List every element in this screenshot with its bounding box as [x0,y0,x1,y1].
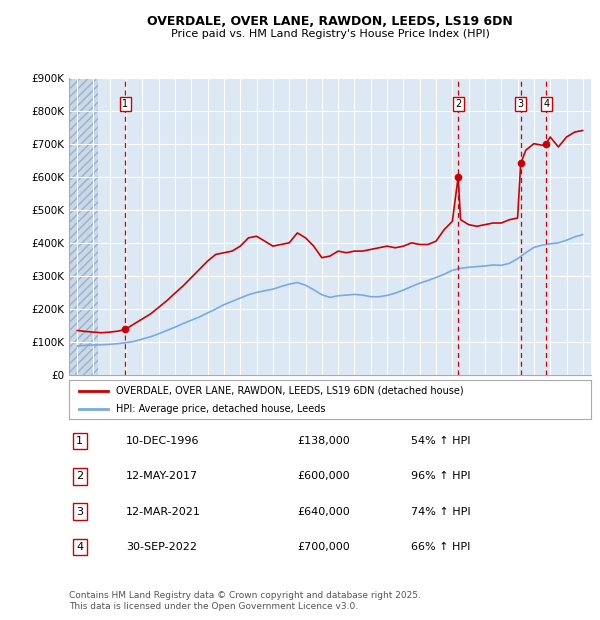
Text: 2: 2 [455,99,461,109]
Text: 74% ↑ HPI: 74% ↑ HPI [411,507,470,517]
Text: 10-DEC-1996: 10-DEC-1996 [126,436,199,446]
Text: HPI: Average price, detached house, Leeds: HPI: Average price, detached house, Leed… [116,404,325,414]
Text: 4: 4 [76,542,83,552]
Text: 30-SEP-2022: 30-SEP-2022 [126,542,197,552]
Text: Contains HM Land Registry data © Crown copyright and database right 2025.
This d: Contains HM Land Registry data © Crown c… [69,591,421,611]
Text: 4: 4 [543,99,549,109]
Text: 96% ↑ HPI: 96% ↑ HPI [411,471,470,482]
Text: 66% ↑ HPI: 66% ↑ HPI [411,542,470,552]
Text: OVERDALE, OVER LANE, RAWDON, LEEDS, LS19 6DN (detached house): OVERDALE, OVER LANE, RAWDON, LEEDS, LS19… [116,386,464,396]
Text: £640,000: £640,000 [297,507,350,517]
Text: Price paid vs. HM Land Registry's House Price Index (HPI): Price paid vs. HM Land Registry's House … [170,29,490,39]
Bar [69,78,98,375]
Text: 54% ↑ HPI: 54% ↑ HPI [411,436,470,446]
Text: 1: 1 [122,99,128,109]
Text: £138,000: £138,000 [297,436,350,446]
Text: 3: 3 [76,507,83,517]
Text: OVERDALE, OVER LANE, RAWDON, LEEDS, LS19 6DN: OVERDALE, OVER LANE, RAWDON, LEEDS, LS19… [147,16,513,28]
Text: 1: 1 [76,436,83,446]
Text: 3: 3 [518,99,524,109]
Text: £600,000: £600,000 [297,471,350,482]
Text: 12-MAY-2017: 12-MAY-2017 [126,471,198,482]
Text: £700,000: £700,000 [297,542,350,552]
Text: 12-MAR-2021: 12-MAR-2021 [126,507,201,517]
Text: 2: 2 [76,471,83,482]
